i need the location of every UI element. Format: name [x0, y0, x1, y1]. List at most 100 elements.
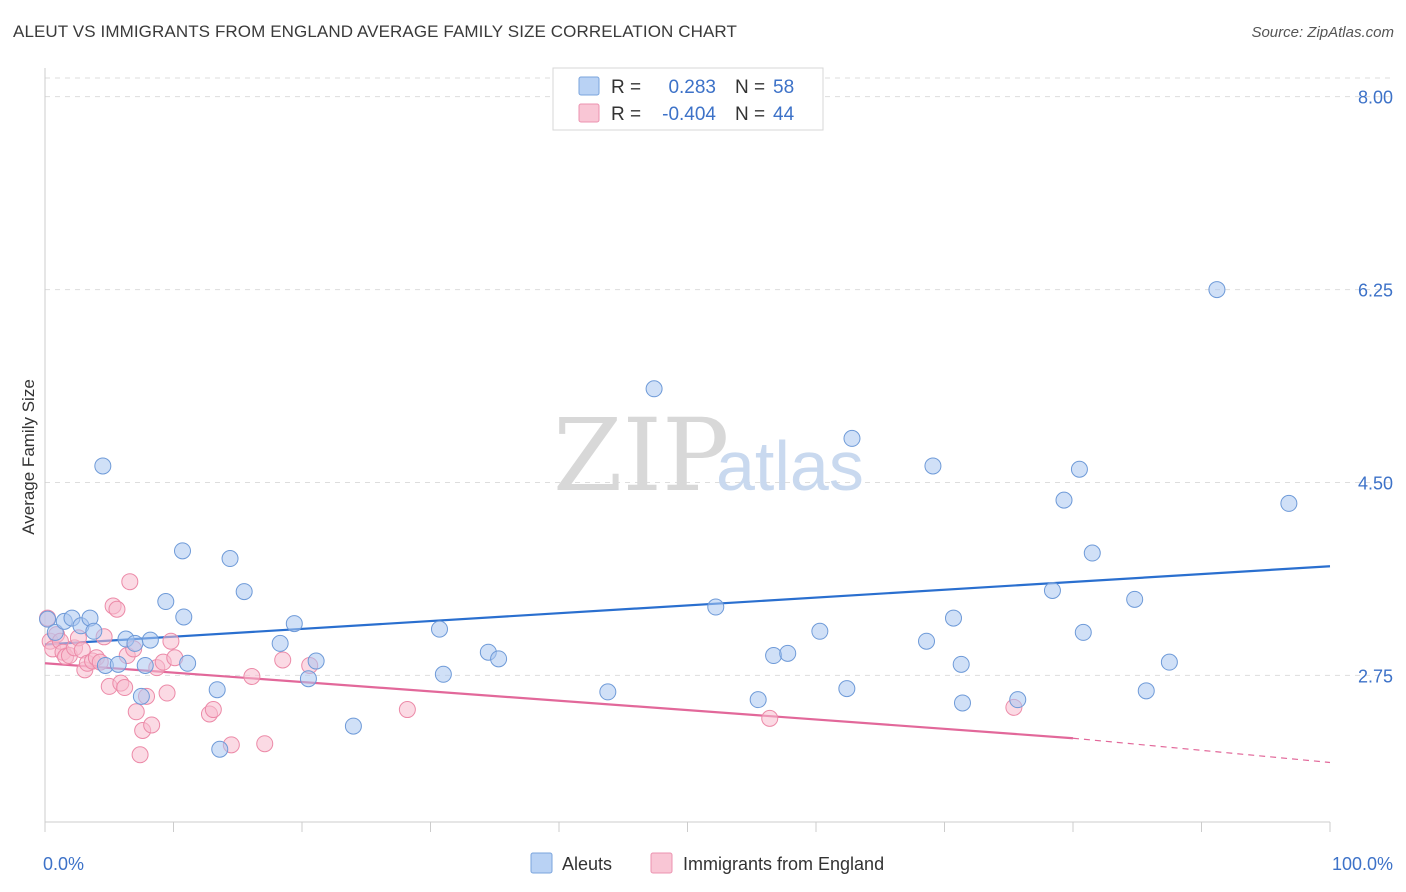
aleuts-point-20	[211, 740, 229, 758]
legend-swatch-aleuts	[578, 76, 600, 96]
legend-r-value-1: 0.283	[668, 77, 716, 98]
aleuts-point-12	[132, 687, 150, 705]
aleuts-point-9	[109, 655, 127, 673]
legend-r-label-1: R =	[611, 77, 641, 98]
aleuts-point-40	[843, 429, 861, 447]
source-credit: Source: ZipAtlas.com	[1251, 24, 1394, 41]
legend-swatch-england	[578, 103, 600, 123]
series-legend: Aleuts Immigrants from England	[530, 852, 884, 874]
aleuts-point-35	[749, 691, 767, 709]
aleuts-point-39	[838, 680, 856, 698]
aleuts-point-51	[1083, 544, 1101, 562]
aleuts-point-41	[918, 632, 936, 650]
aleuts-point-6	[85, 622, 103, 640]
series-swatch-aleuts	[530, 852, 553, 874]
england-point-33	[162, 632, 180, 650]
aleuts-point-15	[157, 593, 175, 611]
aleuts-point-16	[173, 542, 191, 560]
aleuts-point-29	[434, 665, 452, 683]
england-point-32	[158, 684, 176, 702]
aleuts-point-47	[1043, 582, 1061, 600]
england-trend-line	[44, 662, 1074, 740]
y-tick-label-2: 6.25	[1358, 281, 1393, 301]
england-trend-extension	[1072, 737, 1331, 764]
england-point-23	[121, 573, 139, 591]
y-axis-label: Average Family Size	[19, 379, 38, 535]
legend-n-label-1: N =	[735, 77, 765, 98]
aleuts-point-45	[953, 694, 971, 712]
legend-n-value-2: 44	[773, 104, 795, 125]
aleuts-trend-line	[44, 565, 1331, 646]
x-tick-label-max: 100.0%	[1332, 854, 1393, 874]
aleuts-point-0	[39, 610, 57, 628]
aleuts-point-49	[1070, 460, 1088, 478]
aleuts-point-19	[208, 681, 226, 699]
aleuts-point-50	[1074, 623, 1092, 641]
x-tick-label-min: 0.0%	[43, 854, 84, 874]
legend-r-label-2: R =	[611, 104, 641, 125]
aleuts-point-18	[179, 654, 197, 672]
aleuts-point-53	[1137, 682, 1155, 700]
england-point-38	[243, 667, 261, 685]
immigrants-from-england-points	[39, 573, 1023, 764]
aleuts-point-55	[1208, 281, 1226, 299]
england-point-42	[398, 701, 416, 719]
y-tick-label-0: 2.75	[1358, 666, 1393, 686]
legend-n-label-2: N =	[735, 104, 765, 125]
aleuts-point-17	[175, 608, 193, 626]
aleuts-point-56	[1280, 494, 1298, 512]
series-swatch-england	[650, 852, 673, 874]
aleuts-point-24	[285, 615, 303, 633]
aleuts-point-34	[707, 598, 725, 616]
aleuts-point-27	[344, 717, 362, 735]
england-point-36	[204, 701, 222, 719]
chart-title: ALEUT VS IMMIGRANTS FROM ENGLAND AVERAGE…	[13, 22, 737, 41]
aleuts-point-36	[765, 647, 783, 665]
aleuts-point-32	[599, 683, 617, 701]
correlation-legend: R = 0.283 N = 58 R = -0.404 N = 44	[552, 67, 824, 131]
y-tick-label-3: 8.00	[1358, 88, 1393, 108]
aleuts-point-7	[94, 457, 112, 475]
england-point-43	[761, 709, 779, 727]
england-point-25	[127, 703, 145, 721]
legend-r-value-2: -0.404	[662, 104, 716, 125]
aleuts-point-21	[221, 550, 239, 568]
aleuts-point-31	[490, 650, 508, 668]
series-label-aleuts: Aleuts	[562, 854, 612, 874]
legend-n-value-1: 58	[773, 77, 794, 98]
aleuts-point-48	[1055, 491, 1073, 509]
aleuts-point-38	[811, 622, 829, 640]
england-point-21	[116, 679, 134, 697]
trend-lines	[44, 565, 1331, 764]
watermark-atlas: atlas	[716, 427, 864, 505]
watermark-zip: ZIP	[553, 397, 729, 514]
aleuts-point-44	[952, 655, 970, 673]
england-point-26	[131, 746, 149, 764]
england-point-29	[143, 716, 161, 734]
y-tick-labels: 2.75 4.50 6.25 8.00	[1358, 88, 1393, 687]
y-tick-label-1: 4.50	[1358, 473, 1393, 493]
aleuts-point-33	[645, 380, 663, 398]
aleuts-point-23	[271, 634, 289, 652]
aleuts-point-52	[1126, 590, 1144, 608]
aleuts-point-37	[779, 644, 797, 662]
england-point-39	[256, 735, 274, 753]
aleuts-point-14	[141, 631, 159, 649]
aleuts-point-25	[299, 670, 317, 688]
aleuts-point-1	[46, 623, 64, 641]
england-point-40	[274, 651, 292, 669]
series-label-england: Immigrants from England	[683, 854, 884, 874]
aleuts-point-46	[1009, 691, 1027, 709]
aleuts-points	[39, 281, 1298, 758]
aleuts-point-22	[235, 583, 253, 601]
aleuts-point-43	[944, 609, 962, 627]
axes	[44, 68, 1331, 832]
aleuts-point-13	[136, 656, 154, 674]
aleuts-point-11	[126, 634, 144, 652]
aleuts-point-42	[924, 457, 942, 475]
aleuts-point-54	[1160, 653, 1178, 671]
england-point-19	[108, 600, 126, 618]
aleuts-point-28	[430, 620, 448, 638]
aleuts-point-26	[307, 652, 325, 670]
